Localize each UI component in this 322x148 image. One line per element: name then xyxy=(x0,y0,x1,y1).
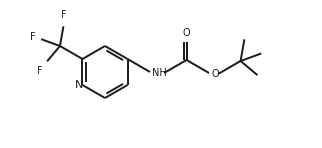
Text: F: F xyxy=(37,66,43,76)
Text: F: F xyxy=(30,32,35,42)
Text: O: O xyxy=(183,28,190,38)
Text: NH: NH xyxy=(152,68,167,78)
Text: O: O xyxy=(211,69,219,79)
Text: F: F xyxy=(62,10,67,20)
Text: N: N xyxy=(75,80,83,90)
